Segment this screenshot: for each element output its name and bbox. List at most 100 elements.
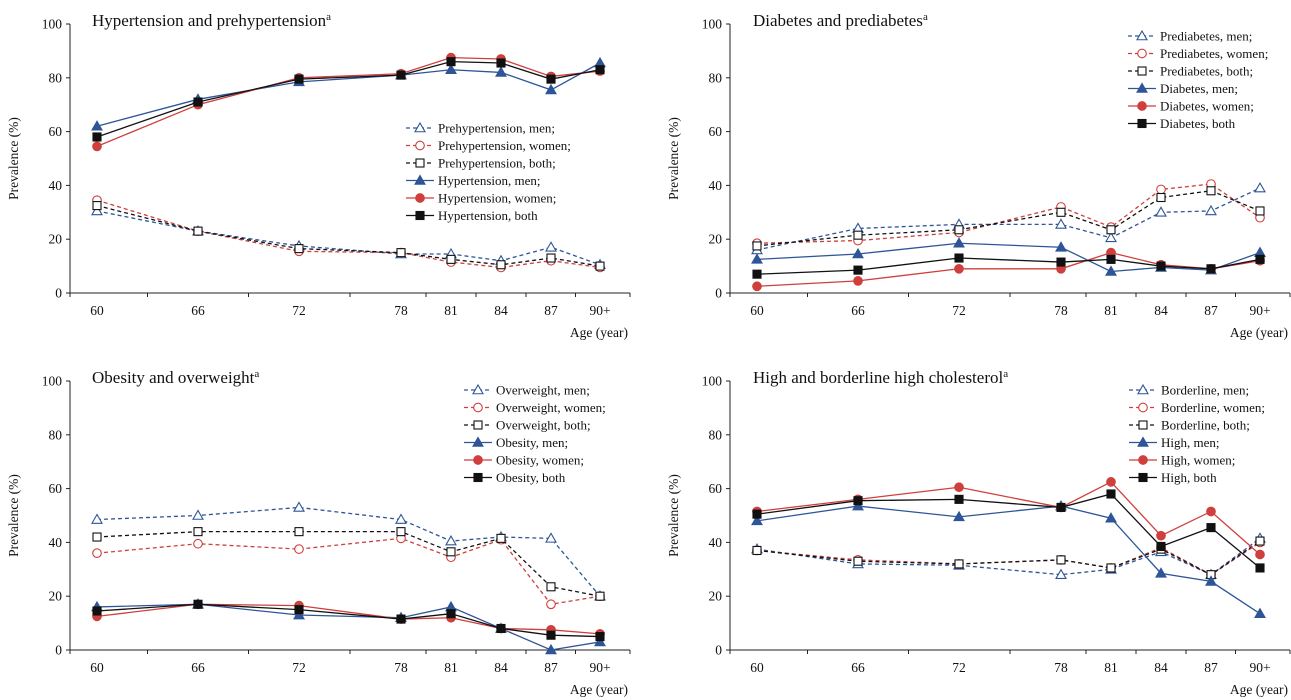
point-marker (1206, 186, 1216, 196)
y-tick-label: 40 (709, 535, 723, 550)
point-marker (1105, 231, 1117, 243)
point-marker (1155, 206, 1167, 217)
series-line (756, 537, 1261, 576)
point-marker (473, 455, 483, 465)
legend-item-prediabetes-men: Prediabetes, men; (1128, 29, 1252, 44)
chart-panel-high-and-borderline-high-cholesterol: 0 20 40 60 80 100 60 66 72 78 81 84 87 90+ Age (year) P… (666, 368, 1291, 697)
legend-label: Diabetes, both (1160, 116, 1236, 131)
point-marker (92, 548, 102, 559)
legend-label: Prehypertension, men; (438, 121, 555, 136)
point-marker (954, 263, 964, 274)
y-tick-label: 20 (49, 589, 63, 604)
legend-item-borderline-women: Borderline, women; (1129, 400, 1265, 415)
legend: Borderline, men; Borderline, women; Border… (1129, 383, 1265, 485)
x-tick-label: 78 (394, 303, 408, 318)
point-marker (1055, 241, 1067, 252)
x-tick-label: 81 (444, 660, 458, 675)
point-marker (1138, 402, 1148, 413)
y-tick-label: 80 (49, 70, 63, 85)
point-marker (294, 605, 304, 615)
point-marker (1137, 436, 1149, 447)
point-marker (751, 514, 763, 526)
point-marker (294, 244, 304, 254)
point-marker (752, 281, 762, 292)
series-line (756, 493, 1261, 569)
x-tick-label: 66 (191, 660, 205, 675)
legend-item-obesity-women: Obesity, women; (464, 453, 584, 468)
point-marker (1106, 563, 1116, 573)
y-tick-label: 100 (702, 374, 723, 389)
chart-panel-hypertension-and-prehypertension: 0 20 40 60 80 100 60 66 72 78 81 84 87 90+ Age (year) P… (6, 11, 631, 340)
point-marker (953, 510, 965, 522)
y-tick-label: 80 (49, 427, 63, 442)
y-axis-label: Prevalence (%) (666, 117, 681, 200)
legend-item-obesity-both: Obesity, both (464, 470, 566, 485)
legend-item-hypertension-men: Hypertension, men; (406, 173, 541, 188)
x-tick-label: 90+ (589, 660, 610, 675)
point-marker (752, 545, 762, 556)
series-overweight-men (91, 501, 606, 601)
point-marker (752, 509, 762, 519)
point-marker (752, 241, 762, 251)
y-tick-label: 80 (709, 427, 723, 442)
point-marker (294, 527, 304, 537)
series-high-both (752, 489, 1265, 573)
point-marker (496, 533, 506, 543)
point-marker (546, 74, 556, 84)
point-marker (853, 276, 863, 286)
legend-item-borderline-both: Borderline, both; (1129, 418, 1250, 433)
chart-title: Hypertension and prehypertensiona (92, 11, 331, 30)
legend-label: Borderline, men; (1161, 383, 1249, 398)
point-marker (473, 402, 483, 413)
point-marker (396, 614, 406, 624)
point-marker (595, 631, 605, 642)
point-marker (91, 120, 103, 131)
title-superscript: a (326, 11, 331, 23)
series-line (96, 56, 601, 147)
series-line (756, 481, 1261, 555)
legend: Overweight, men; Overweight, women; Overwe… (464, 383, 606, 485)
point-marker (415, 158, 425, 168)
series-line (756, 540, 1261, 576)
point-marker (496, 58, 506, 68)
point-marker (496, 260, 506, 270)
y-tick-label: 0 (55, 286, 62, 301)
title-superscript: a (923, 11, 928, 23)
y-tick-label: 80 (709, 70, 723, 85)
series-hypertension-women (92, 52, 605, 152)
legend-label: Obesity, men; (496, 435, 568, 450)
series-line (96, 204, 601, 267)
point-marker (1156, 184, 1166, 195)
series-line (756, 190, 1261, 247)
point-marker (1136, 29, 1148, 41)
point-marker (751, 253, 763, 264)
point-marker (92, 201, 102, 211)
x-tick-label: 72 (292, 660, 306, 675)
point-marker (1138, 420, 1148, 430)
x-tick-label: 90+ (589, 303, 610, 318)
point-marker (294, 544, 304, 554)
x-axis-label: Age (year) (570, 682, 628, 697)
y-tick-label: 100 (42, 374, 63, 389)
legend-label: Hypertension, both (438, 208, 538, 223)
point-marker (954, 225, 964, 235)
point-marker (546, 582, 556, 592)
series-borderline-both (752, 536, 1265, 580)
title-superscript: a (254, 368, 259, 380)
point-marker (1105, 512, 1117, 523)
legend-item-overweight-both: Overweight, both; (464, 418, 591, 433)
x-tick-label: 81 (1104, 303, 1118, 318)
legend-item-high-women: High, women; (1129, 453, 1235, 468)
legend-item-overweight-women: Overweight, women; (464, 400, 606, 415)
point-marker (1056, 257, 1066, 267)
series-diabetes-men (751, 237, 1266, 276)
legend-label: High, both (1161, 470, 1217, 485)
series-line (96, 603, 601, 651)
y-tick-label: 40 (709, 178, 723, 193)
chart-title: High and borderline high cholesterola (753, 368, 1008, 387)
point-marker (954, 494, 964, 504)
point-marker (546, 253, 556, 263)
point-marker (414, 121, 426, 133)
legend-item-prediabetes-both: Prediabetes, both; (1128, 64, 1253, 79)
